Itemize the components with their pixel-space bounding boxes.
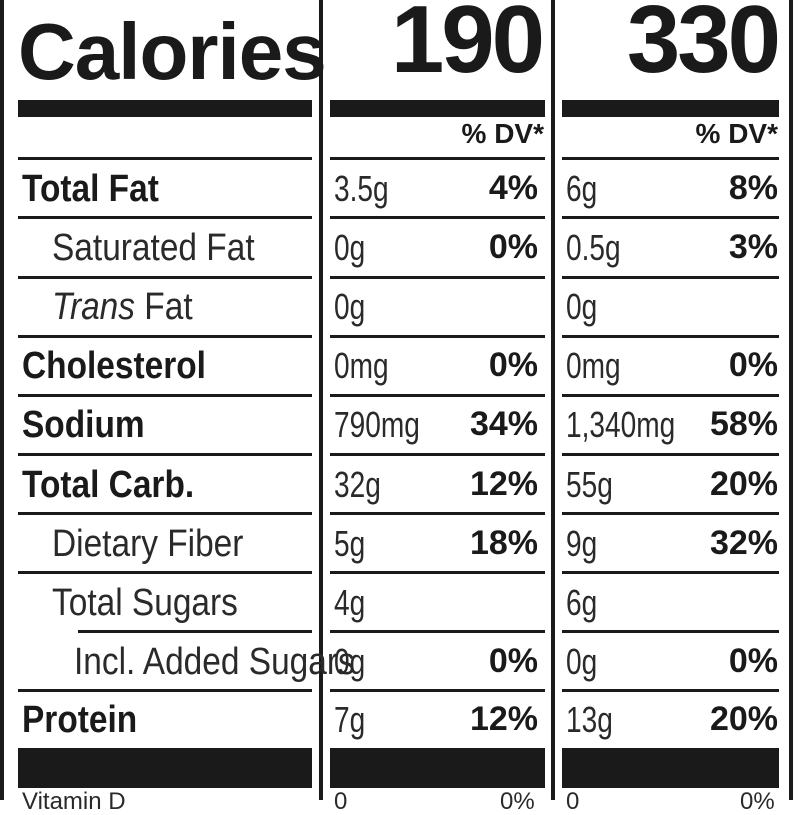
row-rule: [18, 216, 312, 219]
row-rule: [562, 394, 779, 397]
nutrient-label: Incl. Added Sugars: [74, 641, 355, 683]
nutrient-amount-col1: 4g: [334, 582, 366, 623]
nutrient-amount-col2: 6g: [566, 582, 598, 623]
row-rule: [18, 453, 312, 456]
row-rule: [78, 630, 312, 633]
nutrient-dv-col1: 34%: [469, 405, 538, 443]
dv-header-col1: % DV*: [461, 118, 544, 149]
nutrient-label: Total Fat: [22, 168, 159, 210]
nutrient-dv-col2: 20%: [709, 700, 778, 738]
nutrient-dv-col2: 20%: [709, 465, 778, 503]
nutrient-label-rest: Fat: [135, 286, 193, 328]
nutrient-label: Saturated Fat: [52, 227, 255, 269]
row-rule: [330, 216, 545, 219]
row-rule: [562, 512, 779, 515]
nutrient-amount-col2: 9g: [566, 523, 598, 564]
nutrient-dv-col1: 12%: [469, 465, 538, 503]
nutrient-dv-col2: 58%: [709, 405, 778, 443]
row-rule: [562, 157, 779, 160]
nutrient-dv-col1: 0%: [488, 346, 538, 384]
nutrient-amount-col1: 3.5g: [334, 168, 389, 209]
nutrient-dv-col2: 0%: [728, 642, 778, 680]
row-rule: [330, 276, 545, 279]
nutrient-amount-col2: 0g: [566, 286, 598, 327]
nutrient-label-italic: Trans: [52, 286, 136, 328]
dv-header-col2: % DV*: [695, 118, 778, 149]
nutrient-amount-col2: 0mg: [566, 345, 621, 386]
row-rule: [330, 512, 545, 515]
row-rule: [18, 394, 312, 397]
nutrient-amount-col1: 0g: [334, 286, 366, 327]
right-border: [789, 0, 793, 800]
row-rule: [330, 571, 545, 574]
partial-row-dv-col2: 0%: [740, 788, 775, 815]
left-border: [0, 0, 4, 800]
nutrient-label: Dietary Fiber: [52, 523, 244, 565]
partial-row-dv-col1: 0%: [500, 788, 535, 815]
nutrient-amount-col1: 0g: [334, 641, 366, 682]
row-rule: [18, 689, 312, 692]
nutrient-dv-col1: 12%: [469, 700, 538, 738]
nutrient-dv-col1: 0%: [488, 228, 538, 266]
row-rule: [562, 216, 779, 219]
row-rule: [18, 571, 312, 574]
partial-row-label: Vitamin D: [22, 788, 126, 815]
nutrient-amount-col2: 6g: [566, 168, 598, 209]
nutrient-label: Sodium: [22, 404, 145, 446]
row-rule: [562, 571, 779, 574]
row-rule: [330, 689, 545, 692]
nutrient-label: Total Sugars: [52, 582, 238, 624]
row-rule: [330, 630, 545, 633]
row-rule: [18, 512, 312, 515]
nutrient-label: Total Carb.: [22, 464, 195, 506]
thick-separator-band: [562, 748, 779, 788]
nutrient-label: Trans Fat: [52, 288, 193, 326]
nutrient-amount-col2: 0g: [566, 641, 598, 682]
nutrient-dv-col2: 8%: [728, 169, 778, 207]
nutrient-amount-col1: 0g: [334, 227, 366, 268]
thick-rule: [18, 100, 312, 117]
calories-label: Calories: [18, 7, 327, 96]
thick-separator-band: [18, 748, 312, 788]
nutrient-dv-col2: 3%: [728, 228, 778, 266]
nutrient-dv-col2: 32%: [709, 524, 778, 562]
nutrient-amount-col2: 0.5g: [566, 227, 621, 268]
partial-row-amount-col1: 0: [334, 788, 348, 815]
nutrient-amount-col2: 55g: [566, 464, 613, 505]
calories-value-col1: 190: [390, 0, 545, 93]
calories-value-col2: 330: [626, 0, 781, 93]
nutrient-dv-col1: 18%: [469, 524, 538, 562]
nutrient-amount-col1: 0mg: [334, 345, 389, 386]
column-divider: [319, 0, 323, 800]
nutrient-label: Protein: [22, 699, 138, 741]
row-rule: [562, 630, 779, 633]
row-rule: [562, 335, 779, 338]
row-rule: [18, 157, 312, 160]
row-rule: [330, 157, 545, 160]
nutrient-amount-col2: 1,340mg: [566, 404, 676, 445]
nutrient-amount-col1: 790mg: [334, 404, 420, 445]
nutrient-dv-col1: 0%: [488, 642, 538, 680]
row-rule: [18, 276, 312, 279]
nutrient-amount-col2: 13g: [566, 699, 613, 740]
nutrient-dv-col2: 0%: [728, 346, 778, 384]
nutrient-label: Cholesterol: [22, 345, 206, 387]
row-rule: [562, 453, 779, 456]
column-divider: [551, 0, 555, 800]
row-rule: [18, 335, 312, 338]
nutrient-amount-col1: 7g: [334, 699, 366, 740]
partial-row-amount-col2: 0: [566, 788, 580, 815]
row-rule: [330, 394, 545, 397]
thick-rule: [330, 100, 545, 117]
row-rule: [330, 335, 545, 338]
thick-separator-band: [330, 748, 545, 788]
row-rule: [330, 453, 545, 456]
thick-rule: [562, 100, 779, 117]
row-rule: [562, 276, 779, 279]
row-rule: [562, 689, 779, 692]
nutrient-amount-col1: 32g: [334, 464, 381, 505]
nutrient-dv-col1: 4%: [488, 169, 538, 207]
nutrient-amount-col1: 5g: [334, 523, 366, 564]
